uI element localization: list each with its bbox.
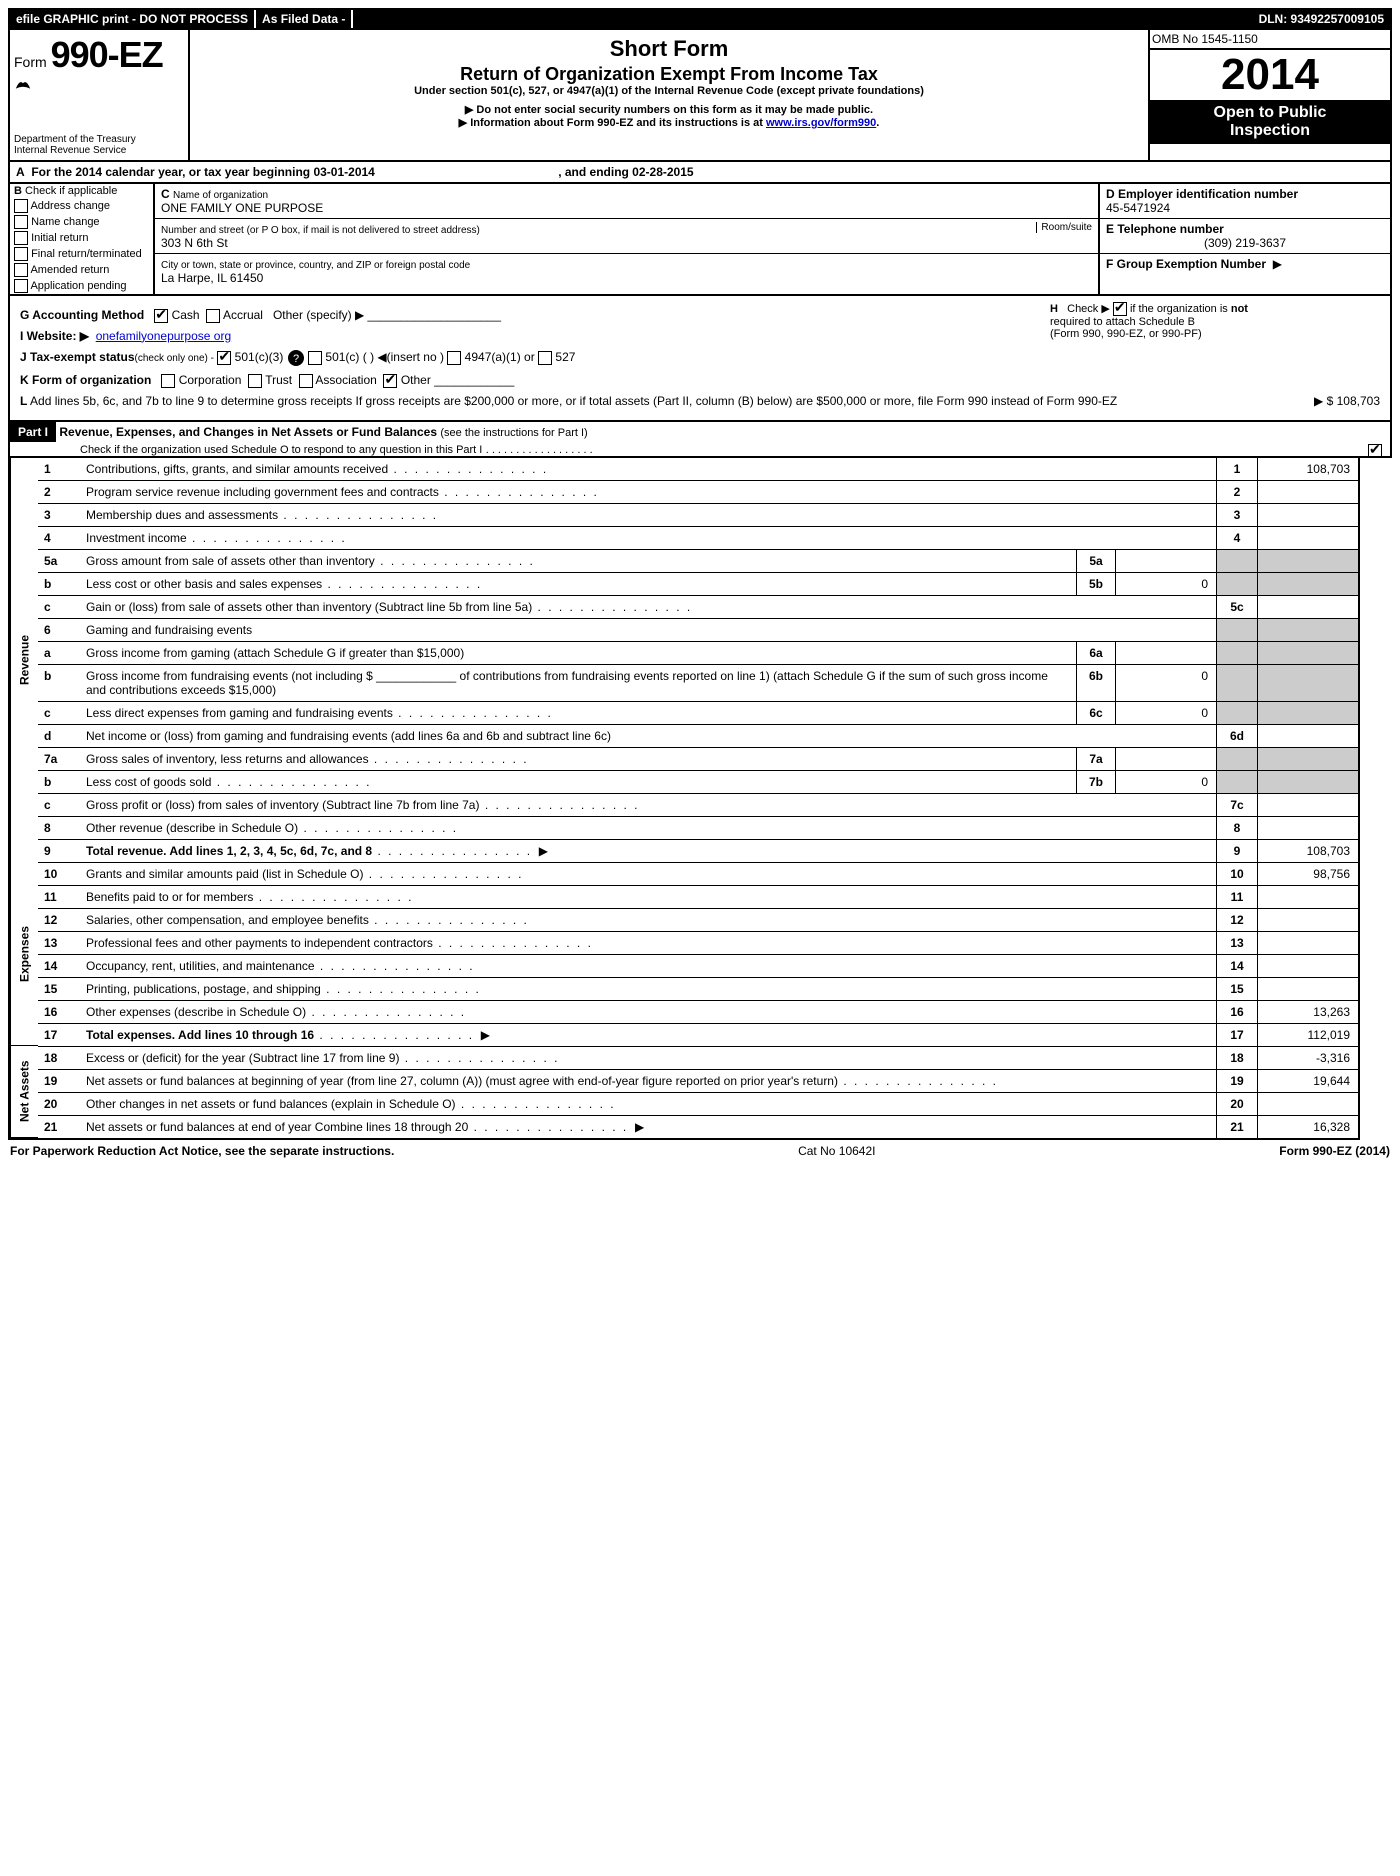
netassets-side-label: Net Assets [10,1046,38,1138]
section-b-grid: B Check if applicable Address change Nam… [8,184,1392,296]
subtitle: Under section 501(c), 527, or 4947(a)(1)… [194,85,1144,97]
chk-application-pending[interactable] [14,279,28,293]
efile-bar: efile GRAPHIC print - DO NOT PROCESS As … [8,8,1392,30]
efile-right: DLN: 93492257009105 [1253,10,1390,28]
line-1-desc: Contributions, gifts, grants, and simila… [80,458,1216,480]
chk-trust[interactable] [248,374,262,388]
footer: For Paperwork Reduction Act Notice, see … [8,1140,1392,1162]
expenses-side-label: Expenses [10,862,38,1046]
part-i-table: Revenue 1 Contributions, gifts, grants, … [8,458,1360,1140]
gross-receipts: ▶ $ 108,703 [1230,394,1380,408]
chk-final-return[interactable] [14,247,28,261]
help-icon[interactable]: ? [287,349,305,367]
org-name: ONE FAMILY ONE PURPOSE [161,201,323,215]
line-4-val [1258,526,1358,549]
total-revenue: 108,703 [1258,839,1358,862]
part-i-label: Part I [10,422,56,442]
title-cell: Short Form Return of Organization Exempt… [190,30,1150,160]
check-if-applicable: B Check if applicable Address change Nam… [10,184,155,294]
line-2-desc: Program service revenue including govern… [80,480,1216,503]
chk-501c3[interactable] [217,351,231,365]
chk-cash[interactable] [154,309,168,323]
line-k: K Form of organization Corporation Trust… [20,373,1380,388]
form-number: 990-EZ [51,34,163,75]
line-j: J Tax-exempt status(check only one) - 50… [20,349,1380,367]
chk-527[interactable] [538,351,552,365]
chk-address-change[interactable] [14,199,28,213]
irs-label: Internal Revenue Service [14,145,184,156]
chk-amended-return[interactable] [14,263,28,277]
note-info: ▶ Information about Form 990-EZ and its … [194,116,1144,129]
open-public: Open to Public Inspection [1150,100,1390,144]
line-2-val [1258,480,1358,503]
form-label: Form [14,54,47,70]
netassets-rows: 18 Excess or (deficit) for the year (Sub… [38,1046,1358,1138]
cat-no: Cat No 10642I [798,1144,875,1158]
dept-treasury: Department of the Treasury [14,134,184,145]
note-ssn: Do not enter social security numbers on … [194,103,1144,116]
efile-mid: As Filed Data - [256,10,353,28]
chk-name-change[interactable] [14,215,28,229]
gk-block: H Check ▶ if the organization is not req… [8,296,1392,422]
line-a: A For the 2014 calendar year, or tax yea… [8,162,1392,184]
efile-left: efile GRAPHIC print - DO NOT PROCESS [10,10,256,28]
part-i-header: Part I Revenue, Expenses, and Changes in… [8,422,1392,458]
main-title: Return of Organization Exempt From Incom… [194,64,1144,85]
chk-4947[interactable] [447,351,461,365]
org-city: La Harpe, IL 61450 [161,271,263,285]
irs-eagle-icon [14,76,32,94]
chk-501c[interactable] [308,351,322,365]
chk-accrual[interactable] [206,309,220,323]
omb-number: OMB No 1545-1150 [1150,30,1390,50]
ein: 45-5471924 [1106,201,1170,215]
line-4-desc: Investment income [80,526,1216,549]
form-footer: Form 990-EZ (2014) [1279,1144,1390,1158]
net-assets-eoy: 16,328 [1258,1115,1358,1138]
form-number-cell: Form 990-EZ Department of the Treasury I… [10,30,190,160]
right-header-cell: OMB No 1545-1150 2014 Open to Public Ins… [1150,30,1390,160]
entity-info: C Name of organization ONE FAMILY ONE PU… [155,184,1100,294]
revenue-side-label: Revenue [10,458,38,862]
chk-h-not-required[interactable] [1113,302,1127,316]
total-expenses: 112,019 [1258,1023,1358,1046]
line-a-content: A For the 2014 calendar year, or tax yea… [10,162,700,182]
phone: (309) 219-3637 [1106,236,1384,250]
svg-text:?: ? [293,353,299,365]
line-1-val: 108,703 [1258,458,1358,480]
irs-link[interactable]: www.irs.gov/form990 [766,117,876,129]
expenses-rows: 10 Grants and similar amounts paid (list… [38,862,1358,1046]
short-form-label: Short Form [194,36,1144,62]
form-header: Form 990-EZ Department of the Treasury I… [8,30,1392,162]
chk-initial-return[interactable] [14,231,28,245]
line-l: L Add lines 5b, 6c, and 7b to line 9 to … [20,394,1380,408]
org-street: 303 N 6th St [161,236,228,250]
h-block: H Check ▶ if the organization is not req… [1050,302,1380,340]
chk-association[interactable] [299,374,313,388]
tax-year: 2014 [1150,50,1390,100]
chk-schedule-o[interactable] [1368,444,1382,458]
revenue-rows: 1 Contributions, gifts, grants, and simi… [38,458,1358,862]
paperwork-notice: For Paperwork Reduction Act Notice, see … [10,1144,394,1158]
chk-other-org[interactable] [383,374,397,388]
line-3-val [1258,503,1358,526]
employer-info: D Employer identification number 45-5471… [1100,184,1390,294]
website-link[interactable]: onefamilyonepurpose org [96,329,231,343]
chk-corporation[interactable] [161,374,175,388]
line-3-desc: Membership dues and assessments [80,503,1216,526]
